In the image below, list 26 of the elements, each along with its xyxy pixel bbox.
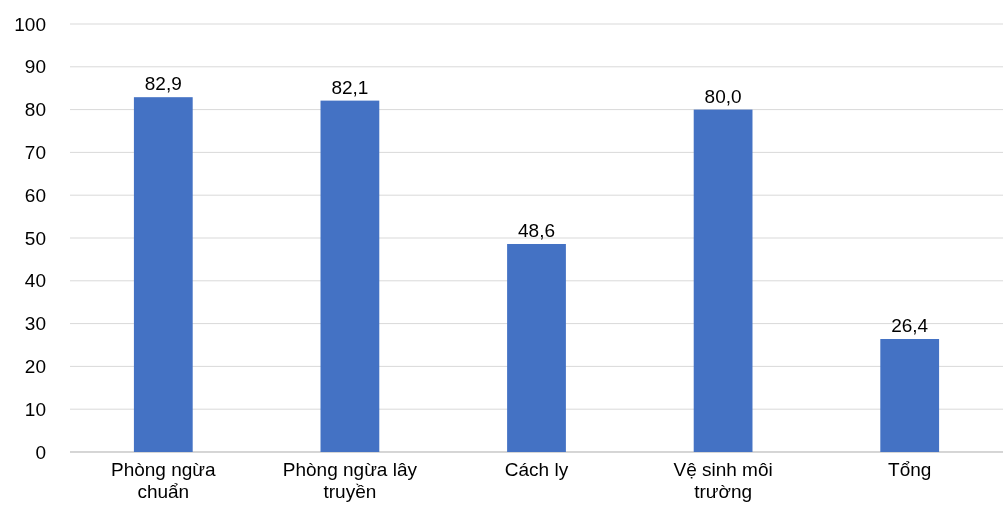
y-tick-label: 80 [24,99,46,121]
data-label: 48,6 [518,219,555,241]
y-tick-label: 60 [24,184,46,206]
data-label: 80,0 [704,85,742,107]
data-label: 26,4 [891,315,929,337]
y-tick-label: 40 [24,270,46,292]
x-tick-label: Tổng [888,459,932,480]
bar [133,97,193,452]
y-tick-label: 20 [24,356,46,378]
y-tick-label: 70 [24,142,46,164]
y-tick-label: 90 [24,56,46,78]
bar [693,109,753,452]
x-tick-label: Vệ sinh môi trường [673,459,773,502]
bar [507,243,566,452]
data-label: 82,1 [331,76,369,98]
y-tick-label: 10 [24,398,46,420]
y-tick-label: 0 [35,441,46,463]
y-tick-label: 100 [14,13,46,35]
bar [880,339,940,452]
x-tick-label: Phòng ngừa lây truyền [282,459,418,502]
x-tick-label: Cách ly [504,459,569,480]
data-label: 82,9 [144,73,182,95]
x-tick-label: Phòng ngừa chuẩn [110,459,217,502]
y-tick-label: 50 [24,227,46,249]
y-tick-label: 30 [24,313,46,335]
bar [320,100,380,452]
